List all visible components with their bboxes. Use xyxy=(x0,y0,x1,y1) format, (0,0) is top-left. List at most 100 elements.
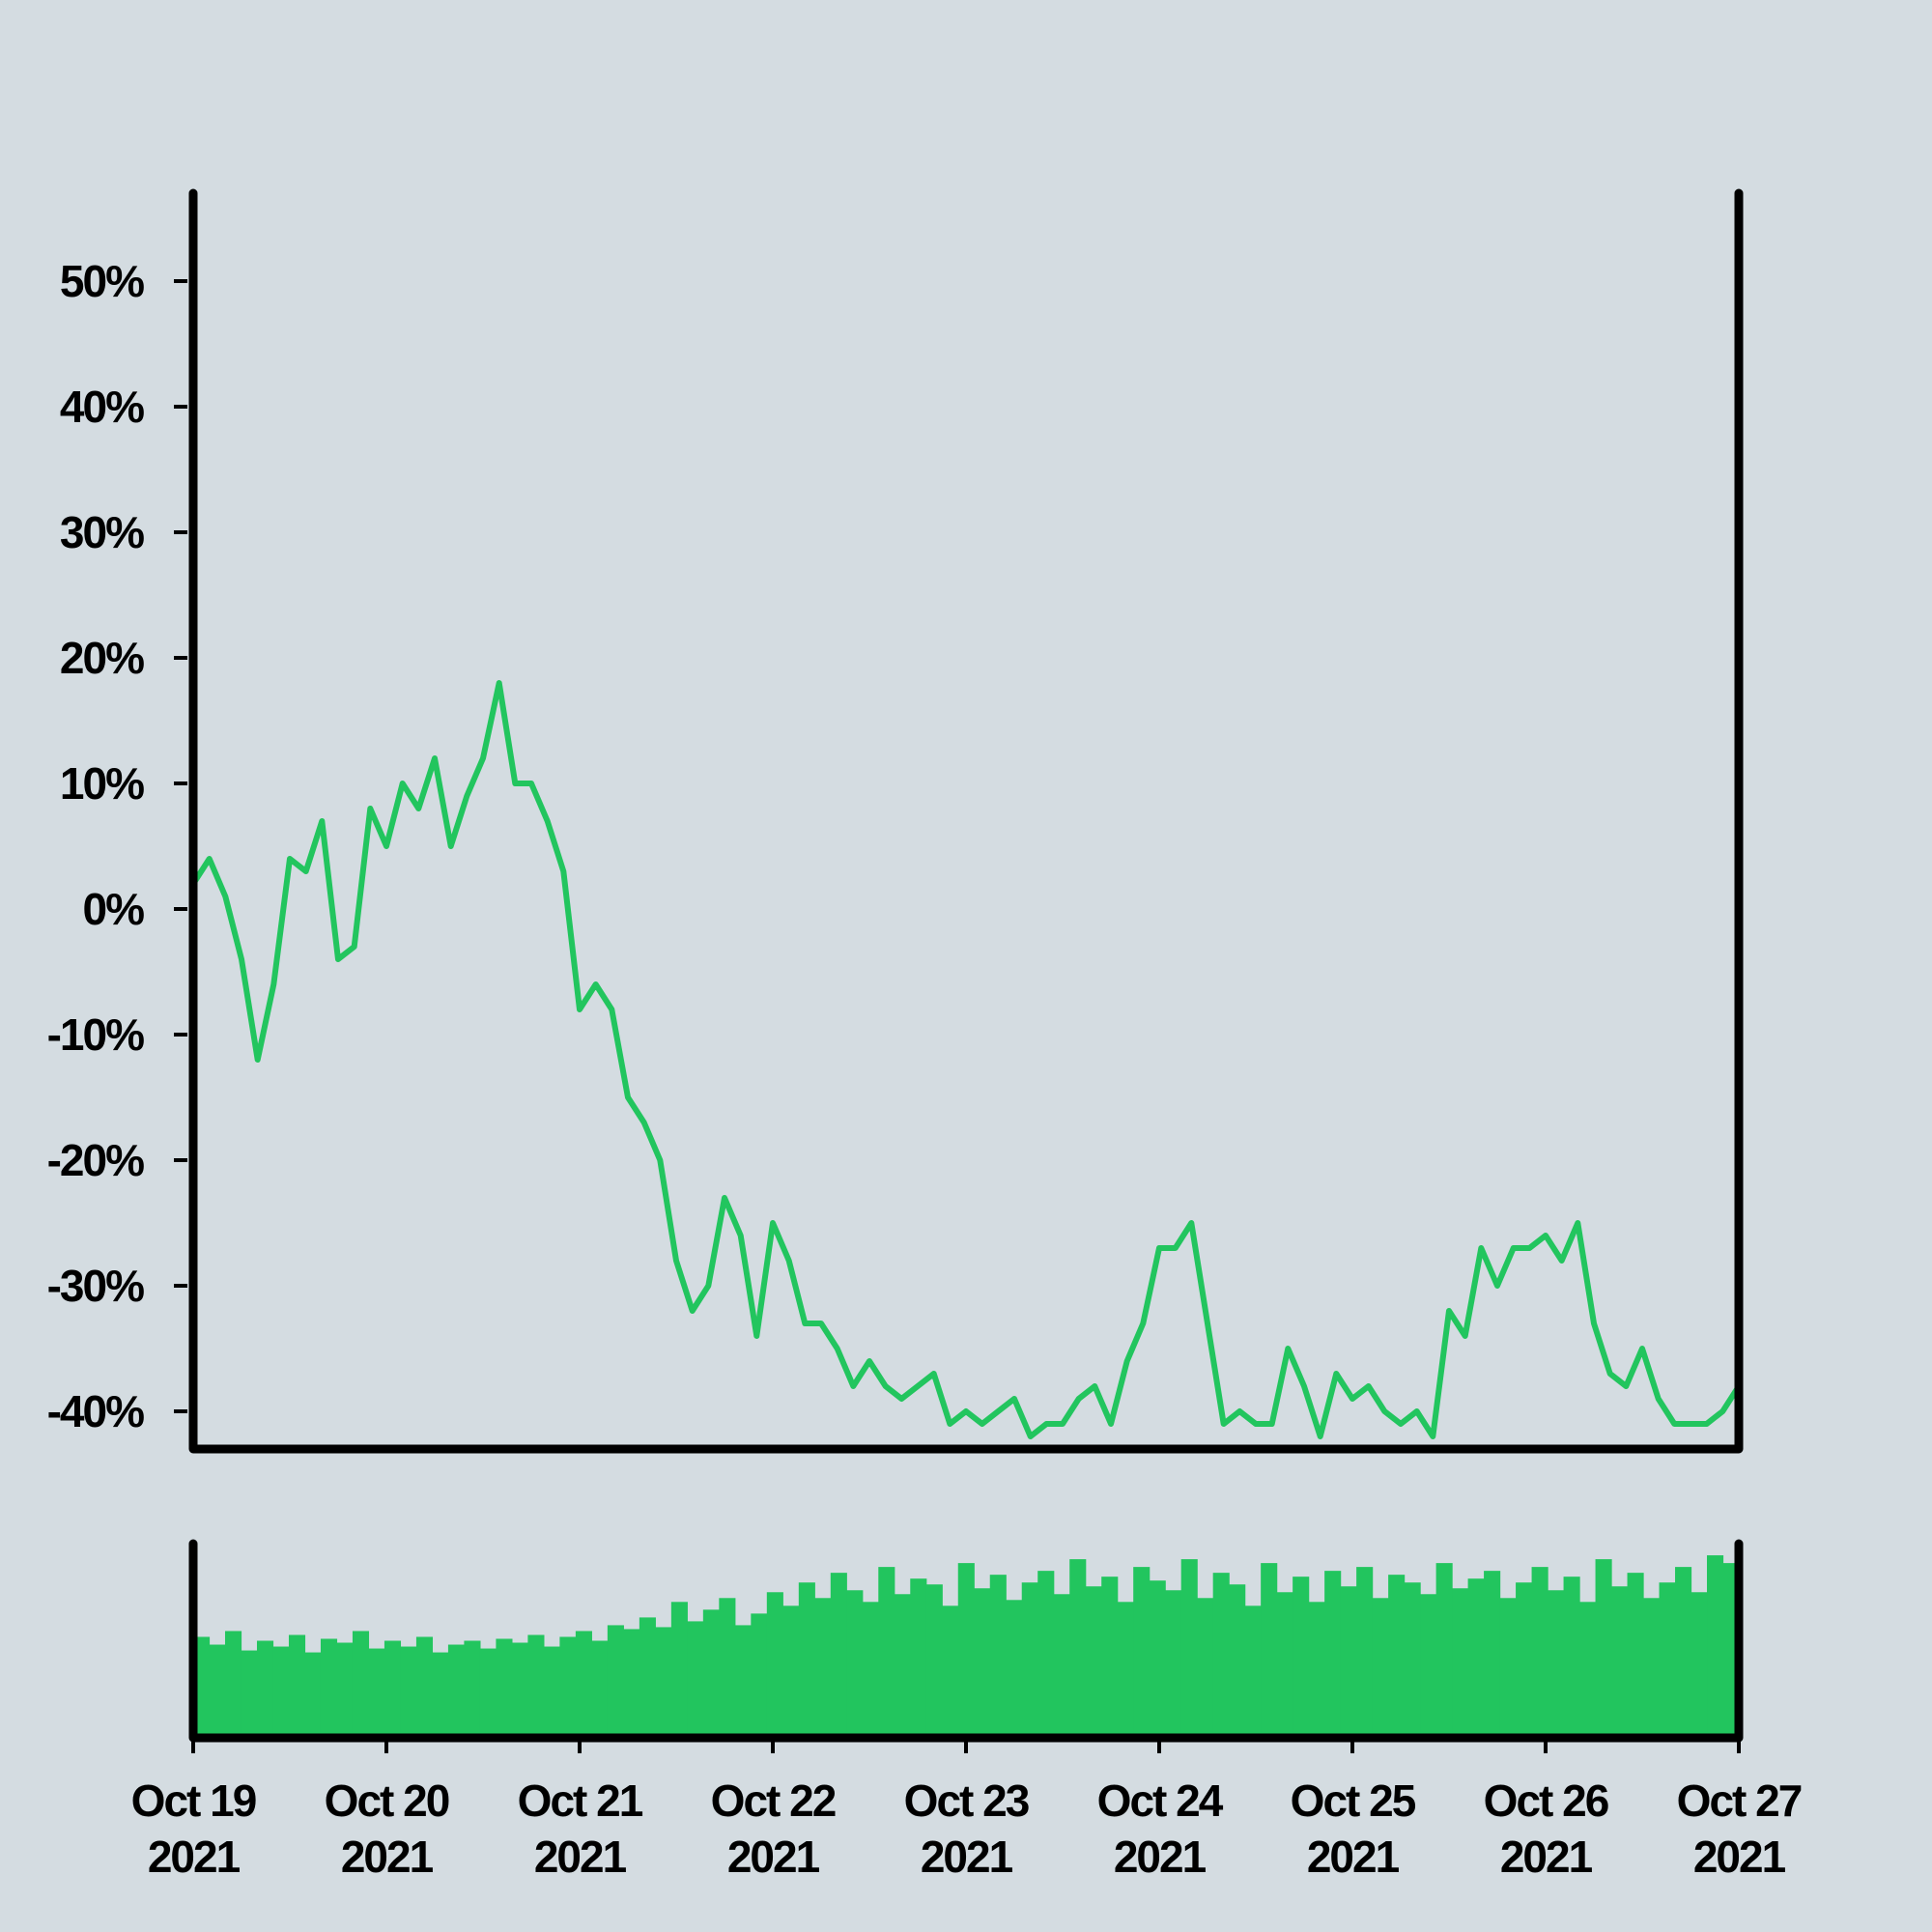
x-tick-label-line: 2021 xyxy=(148,1832,241,1882)
x-tick-label-line: Oct 23 xyxy=(904,1776,1029,1826)
volume-bar xyxy=(702,1609,720,1738)
volume-bar xyxy=(224,1631,242,1738)
volume-bar xyxy=(1707,1555,1724,1738)
volume-bar xyxy=(1229,1584,1246,1738)
x-tick-label-line: Oct 26 xyxy=(1484,1776,1608,1826)
volume-bar xyxy=(432,1652,449,1738)
volume-bar xyxy=(1516,1582,1533,1738)
volume-bar xyxy=(1308,1602,1325,1738)
frame xyxy=(188,188,1744,1454)
y-tick-label: 40% xyxy=(60,382,144,432)
volume-bar xyxy=(1643,1598,1661,1738)
volume-bar xyxy=(1531,1567,1548,1738)
volume-bar xyxy=(910,1578,927,1738)
volume-bar xyxy=(1180,1559,1198,1738)
volume-bar xyxy=(719,1598,736,1738)
volume-bar xyxy=(1053,1594,1070,1738)
volume-bar xyxy=(447,1644,466,1738)
volume-bar xyxy=(670,1602,688,1738)
volume-bar xyxy=(1324,1571,1342,1738)
volume-bar xyxy=(511,1642,528,1738)
x-tick-label-line: 2021 xyxy=(1693,1832,1786,1882)
volume-bar xyxy=(1548,1590,1565,1738)
volume-bar xyxy=(288,1634,306,1738)
volume-bar xyxy=(415,1636,434,1738)
x-tick-label-line: Oct 19 xyxy=(131,1776,256,1826)
volume-bar xyxy=(209,1644,226,1738)
volume-bar xyxy=(1133,1567,1151,1738)
y-tick-label: 10% xyxy=(60,758,144,809)
volume-bar xyxy=(782,1605,800,1738)
volume-bar xyxy=(400,1646,417,1738)
volume-bar xyxy=(894,1594,911,1738)
volume-bar xyxy=(639,1617,656,1738)
volume-bar xyxy=(1372,1598,1389,1738)
volume-bar xyxy=(1484,1571,1501,1738)
x-tick-label-line: Oct 21 xyxy=(518,1776,643,1826)
volume-bar xyxy=(1611,1586,1629,1738)
y-tick-label: 30% xyxy=(60,507,144,557)
volume-bar xyxy=(1293,1577,1310,1738)
volume-bar xyxy=(607,1625,624,1738)
volume-bar xyxy=(1021,1582,1038,1738)
volume-bar xyxy=(1261,1563,1278,1738)
volume-bar xyxy=(1563,1577,1580,1738)
volume-bar xyxy=(1069,1559,1087,1738)
volume-bar xyxy=(241,1650,258,1738)
volume-bar xyxy=(496,1638,513,1738)
x-tick-label-line: Oct 24 xyxy=(1097,1776,1224,1826)
volume-bar xyxy=(464,1640,481,1738)
volume-bar xyxy=(1340,1586,1357,1738)
volume-bar xyxy=(1452,1588,1469,1738)
volume-bar xyxy=(1212,1573,1230,1738)
y-tick-label: -40% xyxy=(47,1386,144,1436)
volume-bar xyxy=(256,1640,274,1738)
volume-bar xyxy=(830,1573,847,1738)
volume-bar xyxy=(655,1627,672,1738)
volume-bar xyxy=(687,1621,704,1738)
volume-bar xyxy=(798,1582,815,1738)
y-tick-label: 0% xyxy=(83,884,145,934)
x-tick-label-line: 2021 xyxy=(1307,1832,1400,1882)
volume-bar xyxy=(352,1631,370,1738)
volume-bar xyxy=(1006,1600,1023,1738)
volume-bar xyxy=(878,1567,895,1738)
volume-bar xyxy=(543,1646,560,1738)
x-tick-label-line: 2021 xyxy=(921,1832,1013,1882)
x-tick-label: Oct 26 2021 xyxy=(1484,1776,1608,1882)
volume-bar xyxy=(1627,1573,1644,1738)
frame xyxy=(188,1539,1744,1743)
y-tick-label: -10% xyxy=(47,1009,144,1060)
volume-bar xyxy=(1675,1567,1692,1738)
volume-bar xyxy=(336,1642,354,1738)
volume-bar xyxy=(1117,1602,1134,1738)
price-line xyxy=(190,680,1742,1439)
volume-bar xyxy=(1388,1575,1406,1738)
x-tick-label: Oct 19 2021 xyxy=(131,1776,256,1882)
volume-bar xyxy=(623,1629,640,1738)
volume-bar xyxy=(575,1631,592,1738)
volume-bar xyxy=(1356,1567,1374,1738)
volume-bar xyxy=(751,1613,768,1738)
volume-bar xyxy=(559,1636,577,1738)
x-tick-label: Oct 24 2021 xyxy=(1097,1776,1224,1882)
x-tick-label-line: Oct 20 xyxy=(325,1776,449,1826)
volume-bar xyxy=(989,1575,1007,1738)
volume-bar xyxy=(1499,1598,1517,1738)
volume-bar xyxy=(1659,1582,1676,1738)
volume-bar xyxy=(591,1640,609,1738)
y-tick-label: 20% xyxy=(60,633,144,683)
volume-bar xyxy=(1037,1571,1055,1738)
volume-bar xyxy=(384,1640,402,1738)
volume-bar xyxy=(766,1592,783,1738)
y-tick-label: 50% xyxy=(60,256,144,306)
x-tick-label-line: 2021 xyxy=(341,1832,434,1882)
x-tick-label-line: Oct 25 xyxy=(1291,1776,1416,1826)
y-tick-label: -20% xyxy=(47,1135,144,1185)
volume-bar xyxy=(304,1652,322,1738)
volume-bar xyxy=(925,1584,943,1738)
volume-bar xyxy=(1085,1586,1102,1738)
x-tick-label-line: Oct 27 xyxy=(1677,1776,1802,1826)
volume-bar xyxy=(1579,1602,1597,1738)
